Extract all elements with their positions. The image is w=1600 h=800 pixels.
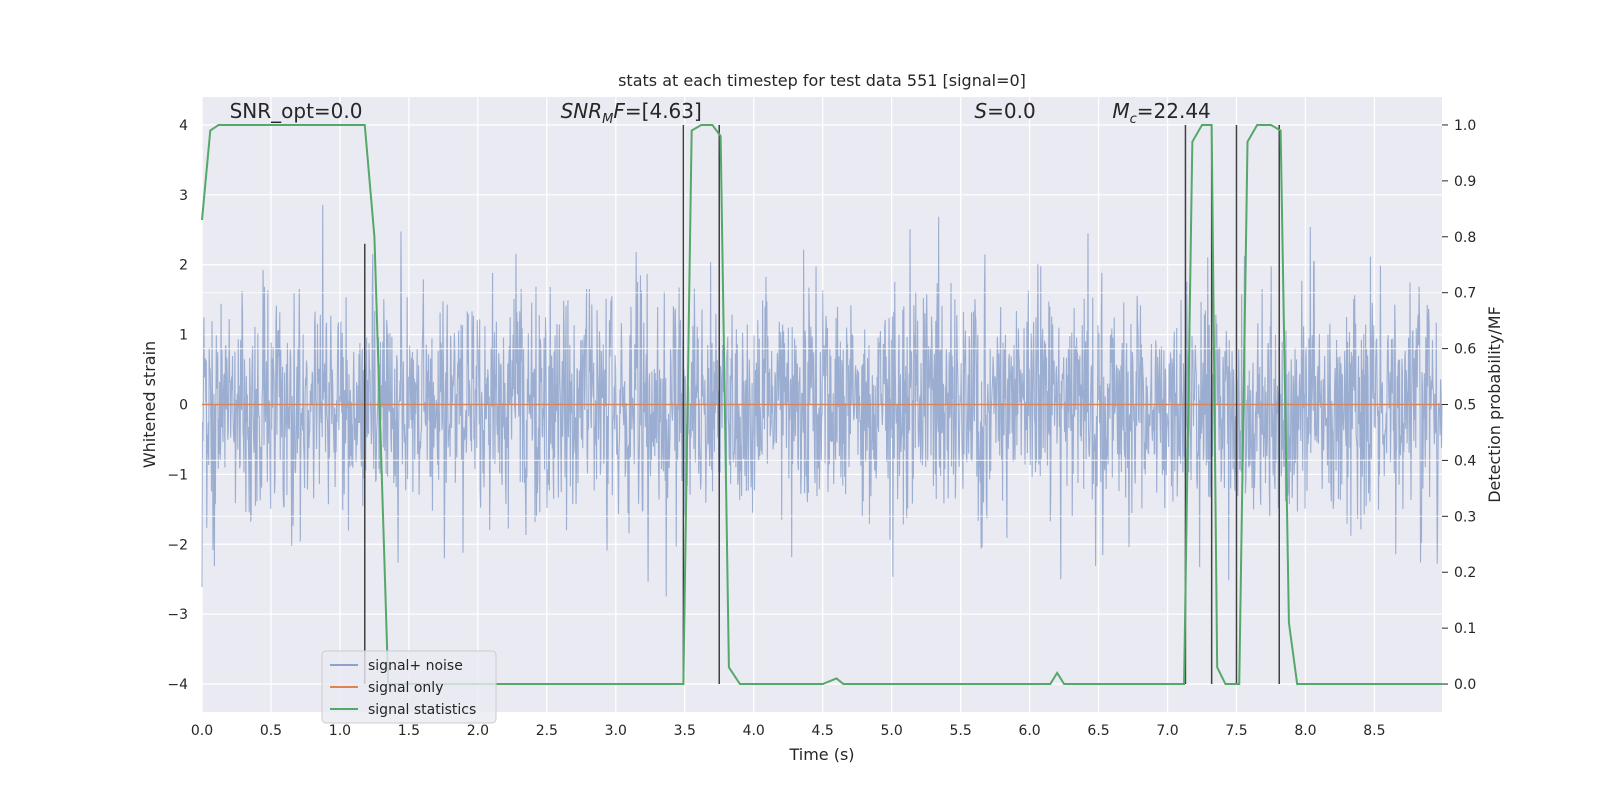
x-tick-label: 1.0: [329, 723, 351, 739]
x-tick-label: 3.0: [605, 723, 627, 739]
annotation-text: S=0.0: [974, 99, 1035, 123]
signal-statistics-series: [201, 123, 1442, 686]
annotation-text: SNRMF=[4.63]: [561, 99, 702, 127]
x-axis-ticks: 0.0 0.5 1.0 1.5 2.0 2.5 3.0 3.5 4.0 4.5 5.0 5.5 6.0 6…: [191, 723, 1386, 739]
annotation-text: SNR_opt=0.0: [230, 99, 363, 123]
y-right-tick-label: 0.6: [1454, 342, 1476, 358]
y-left-tick-label: −2: [167, 537, 188, 553]
x-tick-label: 2.5: [536, 723, 558, 739]
x-tick-label: 4.0: [743, 723, 765, 739]
y-right-tick-label: 0.9: [1454, 174, 1476, 190]
y-left-tick-label: −3: [167, 607, 188, 623]
x-tick-label: 6.0: [1018, 723, 1040, 739]
legend: signal+ noise signal only signal statistic…: [321, 650, 497, 724]
legend-label: signal statistics: [368, 702, 476, 718]
y-right-tick-label: 0.3: [1454, 509, 1476, 525]
x-tick-label: 4.5: [812, 723, 834, 739]
x-tick-label: 5.0: [881, 723, 903, 739]
y-right-tick-label: 0.7: [1454, 286, 1476, 302]
y-right-tick-label: 0.0: [1454, 677, 1476, 693]
chart-title: stats at each timestep for test data 551…: [618, 71, 1026, 90]
y-left-tick-label: 4: [179, 118, 188, 134]
x-tick-label: 8.0: [1294, 723, 1316, 739]
noise-series: [201, 204, 1443, 597]
y-left-tick-label: −1: [167, 467, 188, 483]
annotation-text: Mc=22.44: [1112, 99, 1210, 127]
y-left-tick-label: 2: [179, 258, 188, 274]
signal-statistics-line: [201, 123, 1442, 686]
x-tick-label: 0.0: [191, 723, 213, 739]
x-tick-label: 6.5: [1087, 723, 1109, 739]
x-tick-label: 7.5: [1225, 723, 1247, 739]
whiteband-lines: [202, 292, 1442, 517]
annotations: SNR_opt=0.0 SNRMF=[4.63] S=0.0 Mc=22.44: [230, 99, 1211, 127]
y-left-tick-label: −4: [167, 677, 188, 693]
x-tick-label: 3.5: [674, 723, 696, 739]
x-tick-label: 5.5: [949, 723, 971, 739]
x-tick-label: 2.0: [467, 723, 489, 739]
legend-box: [321, 650, 497, 724]
x-tick-label: 1.5: [398, 723, 420, 739]
y-left-tick-label: 3: [179, 188, 188, 204]
x-tick-label: 0.5: [260, 723, 282, 739]
x-tick-label: 7.0: [1156, 723, 1178, 739]
y-left-axis-label: Whitened strain: [140, 341, 159, 468]
y-right-ticks: 0.0 0.1 0.2 0.3 0.4 0.5 0.6 0.7 0.8 0.9 1.0: [1442, 118, 1476, 693]
y-right-tick-label: 0.2: [1454, 565, 1476, 581]
y-right-tick-label: 1.0: [1454, 118, 1476, 134]
y-right-axis-label: Detection probability/MF: [1485, 306, 1504, 503]
y-left-tick-label: 1: [179, 328, 188, 344]
y-right-tick-label: 0.8: [1454, 230, 1476, 246]
y-right-tick-label: 0.1: [1454, 621, 1476, 637]
y-right-tick-label: 0.5: [1454, 398, 1476, 414]
legend-label: signal only: [368, 680, 443, 696]
x-tick-label: 8.5: [1363, 723, 1385, 739]
y-left-ticks: −4 −3 −2 −1 0 1 2 3 4: [167, 118, 188, 693]
legend-label: signal+ noise: [368, 658, 463, 674]
y-left-tick-label: 0: [179, 398, 188, 414]
y-right-tick-label: 0.4: [1454, 453, 1476, 469]
x-axis-label: Time (s): [788, 745, 854, 764]
signal-noise-line: [201, 204, 1443, 597]
